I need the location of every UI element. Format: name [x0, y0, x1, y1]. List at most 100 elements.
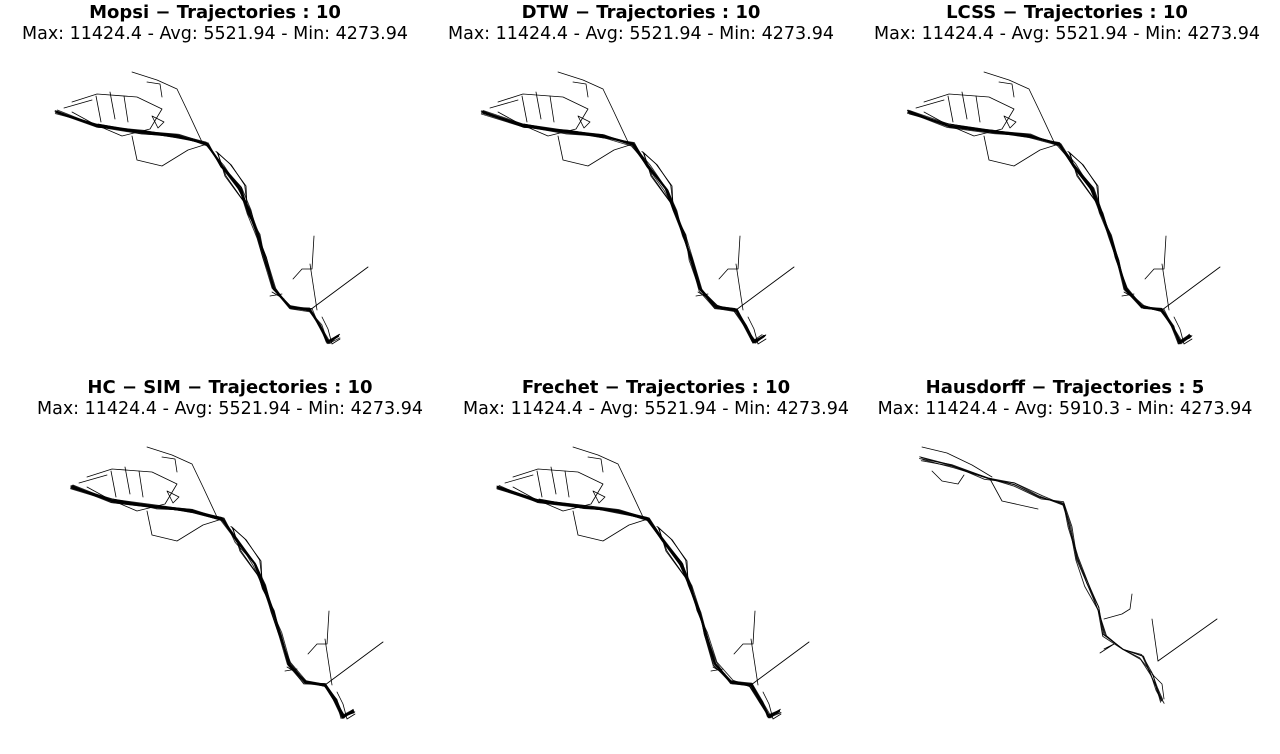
trajectory-line-main [496, 485, 781, 719]
trajectory-line [907, 112, 1190, 345]
panel-frechet: Frechet − Trajectories : 10 Max: 11424.4… [443, 377, 869, 754]
trajectory-line-main [481, 110, 766, 344]
trajectory-line [482, 110, 766, 341]
trajectory-line [915, 99, 945, 109]
trajectory-line [284, 668, 298, 672]
panel-title: HC − SIM − Trajectories : 10 [87, 377, 373, 398]
trajectory-line [697, 291, 711, 300]
trajectory-line [321, 316, 341, 345]
trajectory-line [78, 474, 108, 484]
trajectory-line [989, 478, 1039, 510]
trajectory-line [1121, 293, 1135, 297]
trajectory-line [750, 638, 759, 686]
trajectory-line [572, 446, 644, 518]
trajectory-line-main [907, 110, 1192, 344]
trajectory-line [921, 446, 993, 478]
trajectory-line [146, 510, 223, 542]
trajectory-line [577, 115, 591, 129]
trajectory-line [336, 691, 356, 720]
trajectory-line [1003, 115, 1017, 129]
trajectory-line [733, 610, 756, 655]
trajectory-line [498, 486, 782, 716]
trajectory-line [983, 135, 1060, 167]
trajectory-plot [919, 446, 1218, 704]
trajectory-line [309, 266, 369, 311]
panel-stats: Max: 11424.4 - Avg: 5910.3 - Min: 4273.9… [877, 399, 1253, 419]
trajectory-line-main [55, 110, 340, 344]
trajectory-line [1099, 643, 1115, 654]
trajectory-line [123, 95, 129, 123]
trajectory-line [572, 510, 649, 542]
trajectory-line [572, 81, 589, 98]
panel-dtw: DTW − Trajectories : 10 Max: 11424.4 - A… [428, 2, 854, 379]
trajectory-line [536, 470, 543, 498]
trajectory-line [110, 470, 117, 498]
trajectory-line [564, 470, 570, 498]
trajectory-line [1144, 235, 1167, 280]
trajectory-line [712, 666, 726, 675]
trajectory-line [550, 466, 557, 495]
trajectory-plot [906, 71, 1221, 345]
trajectory-line [324, 638, 333, 686]
panel-mopsi: Mopsi − Trajectories : 10 Max: 11424.4 -… [2, 2, 428, 379]
trajectory-line [1161, 266, 1221, 311]
trajectory-line [1161, 263, 1170, 311]
trajectory-line [998, 81, 1015, 98]
trajectory-line [309, 263, 318, 311]
trajectory-line [230, 526, 263, 582]
panel-lcss: LCSS − Trajectories : 10 Max: 11424.4 - … [854, 2, 1280, 379]
trajectory-line [215, 151, 248, 207]
trajectory-line [324, 641, 384, 686]
trajectory-line [931, 470, 965, 485]
trajectory-line [920, 457, 1163, 702]
trajectory-line [161, 456, 178, 473]
trajectory-plot [70, 446, 384, 720]
trajectory-line [97, 123, 143, 133]
trajectory-line [735, 263, 744, 311]
trajectory-line [286, 666, 300, 675]
trajectory-line [131, 71, 203, 143]
trajectory-line [292, 235, 315, 280]
trajectory-line [56, 109, 340, 342]
trajectory-line [750, 641, 810, 686]
trajectory-plot [496, 446, 810, 720]
panel-hausdorff: Hausdorff − Trajectories : 5 Max: 11424.… [852, 377, 1278, 754]
trajectory-line [641, 151, 674, 207]
trajectory-line [131, 135, 208, 167]
panel-stats: Max: 11424.4 - Avg: 5521.94 - Min: 4273.… [22, 24, 408, 44]
trajectory-line [521, 95, 528, 123]
trajectory-line [523, 123, 569, 133]
trajectory-line [1103, 593, 1133, 620]
trajectory-line [1151, 673, 1165, 700]
panel-title: Frechet − Trajectories : 10 [521, 377, 791, 398]
panel-stats: Max: 11424.4 - Avg: 5521.94 - Min: 4273.… [448, 24, 834, 44]
trajectory-line [592, 490, 606, 504]
trajectory-line [489, 99, 519, 109]
trajectory-line [497, 93, 589, 137]
trajectory-line [1173, 316, 1193, 345]
panel-title: Hausdorff − Trajectories : 5 [925, 377, 1205, 398]
trajectory-line [923, 93, 1015, 137]
trajectory-line [512, 468, 604, 512]
trajectory-line [535, 91, 542, 120]
trajectory-line [71, 93, 163, 137]
trajectory-line [587, 456, 604, 473]
trajectory-line [146, 81, 163, 98]
trajectory-line [151, 115, 165, 129]
trajectory-line [949, 123, 995, 133]
trajectory-line [124, 466, 131, 495]
trajectory-line [549, 95, 555, 123]
panel-stats: Max: 11424.4 - Avg: 5521.94 - Min: 4273.… [463, 399, 849, 419]
trajectory-line [138, 470, 144, 498]
panel-hc-sim: HC − SIM − Trajectories : 10 Max: 11424.… [17, 377, 443, 754]
trajectory-line [109, 91, 116, 120]
trajectory-line [718, 235, 741, 280]
trajectory-line [762, 691, 782, 720]
panel-stats: Max: 11424.4 - Avg: 5521.94 - Min: 4273.… [874, 24, 1260, 44]
panel-title: Mopsi − Trajectories : 10 [89, 2, 341, 23]
trajectory-line [710, 668, 724, 672]
trajectory-plot [54, 71, 369, 345]
trajectory-line [1157, 618, 1218, 662]
trajectory-line [747, 316, 767, 345]
trajectory-line [63, 99, 93, 109]
